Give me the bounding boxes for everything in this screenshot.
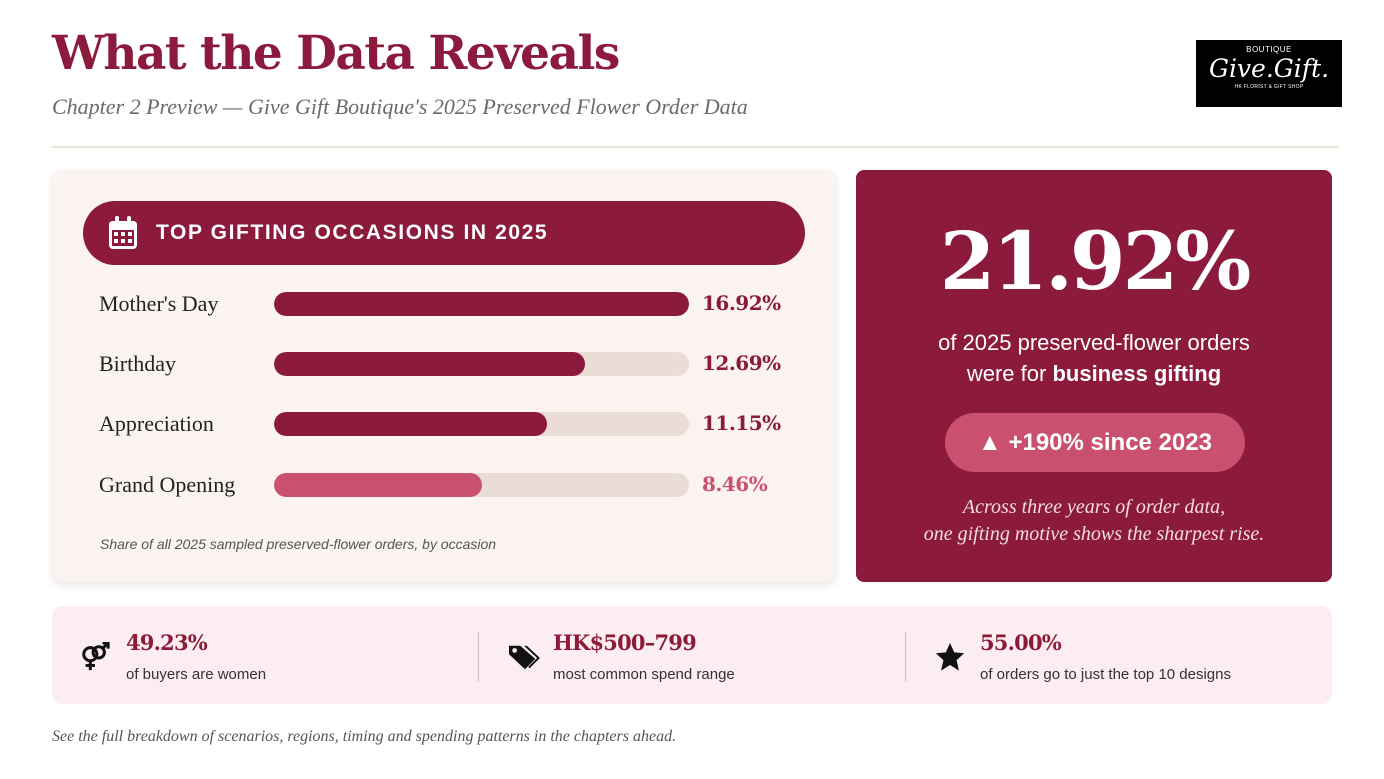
bar-category-label: Appreciation xyxy=(99,411,214,436)
bar-track xyxy=(274,412,689,436)
brand-logo: BOUTIQUE Give.Gift. HK FLORIST & GIFT SH… xyxy=(1196,40,1342,107)
bar xyxy=(274,292,689,316)
gender-icon xyxy=(82,642,110,671)
bar xyxy=(274,412,548,436)
key-stats-strip: 49.23% of buyers are women HK$500–799 mo… xyxy=(52,606,1332,704)
highlight-line1: of 2025 preserved-flower orders xyxy=(938,330,1250,355)
bar-value-label: 12.69% xyxy=(702,351,781,375)
highlight-line2-bold: business gifting xyxy=(1052,361,1222,386)
highlight-description: of 2025 preserved-flower orders were for… xyxy=(856,327,1332,389)
stat-label: of orders go to just the top 10 designs xyxy=(980,666,1231,683)
business-gifting-highlight: 21.92% of 2025 preserved-flower orders w… xyxy=(856,170,1332,582)
logo-top-text: BOUTIQUE xyxy=(1246,45,1292,54)
bar-value-label: 11.15% xyxy=(702,411,781,435)
bar-value-label: 8.46% xyxy=(702,472,768,496)
stat-value: 55.00% xyxy=(980,630,1062,655)
logo-bottom-text: HK FLORIST & GIFT SHOP xyxy=(1234,84,1304,90)
stat-label: of buyers are women xyxy=(126,666,267,683)
bar-value-label: 16.92% xyxy=(702,291,781,315)
bar-track xyxy=(274,292,689,316)
growth-badge: ▲ +190% since 2023 xyxy=(945,413,1245,472)
stat-value: HK$500–799 xyxy=(553,630,697,655)
stat-divider xyxy=(478,632,479,682)
bar-category-label: Birthday xyxy=(99,351,176,376)
highlight-line2-prefix: were for xyxy=(966,361,1053,386)
chart-header-pill: TOP GIFTING OCCASIONS IN 2025 xyxy=(83,201,805,265)
highlight-value: 21.92% xyxy=(939,214,1252,308)
page-title: What the Data Reveals xyxy=(52,26,620,81)
highlight-note-line2: one gifting motive shows the sharpest ri… xyxy=(923,523,1265,545)
bar-category-label: Mother's Day xyxy=(99,291,219,316)
bar-track xyxy=(274,473,689,497)
bar xyxy=(274,352,586,376)
bar xyxy=(274,473,482,497)
occasions-chart-card: TOP GIFTING OCCASIONS IN 2025 Mother's D… xyxy=(52,170,836,582)
logo-main-text: Give.Gift. xyxy=(1208,54,1330,83)
stat-divider xyxy=(905,632,906,682)
stat-label: most common spend range xyxy=(553,666,735,683)
price-tag-icon xyxy=(509,645,540,670)
calendar-icon xyxy=(109,216,137,249)
highlight-note-line1: Across three years of order data, xyxy=(962,496,1226,518)
page-subtitle: Chapter 2 Preview — Give Gift Boutique's… xyxy=(52,94,748,119)
chart-title: TOP GIFTING OCCASIONS IN 2025 xyxy=(156,221,549,244)
bar-track xyxy=(274,352,689,376)
footer-note: See the full breakdown of scenarios, reg… xyxy=(52,728,677,745)
star-icon xyxy=(935,642,965,671)
highlight-note: Across three years of order data, one gi… xyxy=(856,494,1332,548)
header-divider xyxy=(52,146,1339,148)
stat-value: 49.23% xyxy=(126,630,208,655)
bar-category-label: Grand Opening xyxy=(99,472,236,497)
chart-caption: Share of all 2025 sampled preserved-flow… xyxy=(100,536,497,552)
